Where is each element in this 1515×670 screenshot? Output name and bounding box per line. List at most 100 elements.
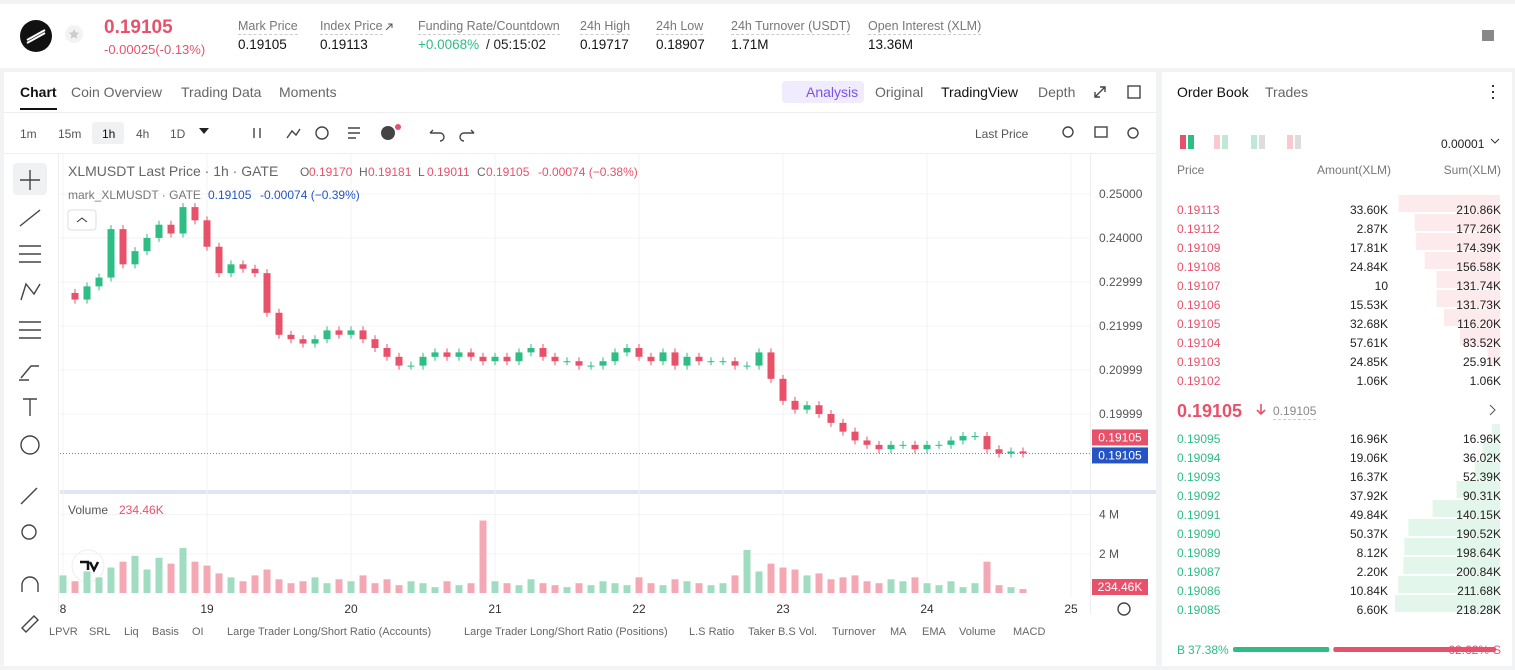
alert-tool[interactable] — [381, 126, 395, 140]
order-sum: 198.64K — [1456, 546, 1501, 560]
header-panel — [0, 4, 1515, 68]
legend-value: 0.19105 — [486, 165, 530, 179]
order-amount: 24.85K — [1349, 355, 1388, 369]
candle — [395, 356, 403, 366]
volume-bar — [71, 581, 79, 593]
pattern-tool[interactable] — [20, 282, 41, 301]
indicator-tab[interactable]: Turnover — [832, 626, 876, 638]
orderbook-tab[interactable]: Trades — [1265, 84, 1309, 100]
undo-redo[interactable] — [429, 129, 475, 142]
volume-bar — [515, 585, 523, 593]
view-tab[interactable]: Original — [875, 84, 924, 100]
volume-bar — [467, 583, 475, 593]
candle — [671, 352, 679, 366]
indicator-tab[interactable]: L.S Ratio — [689, 626, 735, 638]
order-amount: 32.68K — [1349, 317, 1388, 331]
indicator-tab[interactable]: LPVR — [49, 626, 78, 638]
candle — [323, 330, 331, 340]
indicator-tab[interactable]: Volume — [959, 626, 996, 638]
legend-key: H — [359, 165, 368, 179]
stat-value: 0.18907 — [656, 37, 705, 52]
interval-tab[interactable]: 1h — [102, 127, 116, 141]
orderbook-tab[interactable]: Order Book — [1177, 84, 1249, 100]
order-price: 0.19085 — [1177, 603, 1221, 617]
magnet-tool[interactable] — [21, 576, 39, 592]
precision-arrow[interactable] — [1490, 138, 1500, 144]
volume-bar — [671, 579, 679, 593]
indicator-tab[interactable]: MA — [890, 626, 907, 638]
header-icon[interactable] — [1482, 30, 1494, 41]
replay-tool[interactable] — [315, 126, 329, 140]
volume-bar — [527, 579, 535, 593]
last-price-tag — [1092, 429, 1148, 446]
zoom-tool[interactable] — [21, 524, 37, 540]
view-tab[interactable]: Analysis — [806, 84, 859, 100]
volume-bar — [179, 547, 187, 593]
legend-mark-title: mark_XLMUSDT · GATE — [68, 188, 201, 202]
camera-tool[interactable] — [1094, 126, 1108, 138]
price-type-button[interactable]: Last Price — [975, 127, 1029, 141]
mid-arrow[interactable] — [1489, 404, 1496, 416]
view-tab[interactable]: Depth — [1038, 84, 1076, 100]
fib-tool[interactable] — [19, 245, 41, 263]
window-button[interactable] — [1127, 85, 1141, 99]
indicator-tab[interactable]: Basis — [152, 626, 179, 638]
indicator-tab[interactable]: SRL — [89, 626, 111, 638]
order-amount: 10.84K — [1349, 584, 1388, 598]
order-sum: 177.26K — [1456, 222, 1501, 236]
chart-tab[interactable]: Coin Overview — [71, 84, 163, 100]
interval-tab[interactable]: 1D — [170, 127, 186, 141]
ruler-tool[interactable] — [20, 487, 38, 505]
pen-tool[interactable] — [21, 615, 39, 633]
indicator-tab[interactable]: EMA — [922, 626, 946, 638]
indicator-tab[interactable]: MACD — [1013, 626, 1046, 638]
volume-bar — [719, 583, 727, 593]
indicator-tab[interactable]: OI — [192, 626, 204, 638]
settings-tool[interactable] — [1127, 127, 1139, 139]
candle — [467, 352, 475, 357]
interval-tab[interactable]: 15m — [58, 127, 82, 141]
candle — [611, 352, 619, 362]
chart-tab[interactable]: Chart — [20, 84, 57, 110]
line-tool[interactable] — [19, 209, 41, 227]
layout-icon[interactable] — [1180, 135, 1186, 149]
volume-bar — [911, 577, 919, 593]
emoji-tool[interactable] — [20, 435, 40, 455]
search-tool[interactable] — [1062, 126, 1074, 138]
projection-tool[interactable] — [19, 321, 41, 339]
indicator-tab[interactable]: Taker B.S Vol. — [748, 626, 818, 638]
interval-tab[interactable]: 4h — [136, 127, 150, 141]
volume-bar — [743, 549, 751, 593]
indicator-tab[interactable]: Large Trader Long/Short Ratio (Accounts) — [227, 626, 432, 638]
chart-tab[interactable]: Moments — [279, 84, 337, 100]
view-tab[interactable]: TradingView — [941, 84, 1019, 100]
chart-tab[interactable]: Trading Data — [181, 84, 262, 100]
chart-tools[interactable] — [253, 128, 301, 139]
chart-settings[interactable] — [1117, 602, 1131, 616]
brush-tool[interactable] — [19, 365, 39, 381]
text-tool[interactable] — [23, 398, 37, 416]
indicator-tab[interactable]: Liq — [124, 626, 139, 638]
precision-button[interactable]: 0.00001 — [1441, 137, 1485, 151]
candle — [911, 444, 919, 450]
indicator-tab[interactable]: Large Trader Long/Short Ratio (Positions… — [464, 626, 668, 638]
interval-tab[interactable]: 1m — [20, 127, 37, 141]
mid-price: 0.19105 — [1177, 401, 1243, 421]
dropdown-arrow[interactable] — [199, 128, 209, 134]
order-price: 0.19113 — [1177, 203, 1220, 217]
candle — [743, 365, 751, 367]
pane-separator[interactable] — [60, 490, 1156, 494]
collapse-button[interactable] — [67, 209, 97, 231]
volume-bar — [695, 583, 703, 593]
depth-bar — [1444, 309, 1500, 326]
candle — [131, 251, 139, 265]
crosshair-tool[interactable] — [20, 170, 40, 190]
order-amount: 2.20K — [1356, 565, 1388, 579]
indicator-tool[interactable] — [348, 127, 360, 139]
volume-bar — [623, 585, 631, 593]
fullscreen-button[interactable] — [1094, 86, 1106, 98]
legend-key: O — [300, 165, 310, 179]
candle — [155, 224, 163, 238]
order-price: 0.19091 — [1177, 508, 1221, 522]
volume-bar — [995, 585, 1003, 593]
